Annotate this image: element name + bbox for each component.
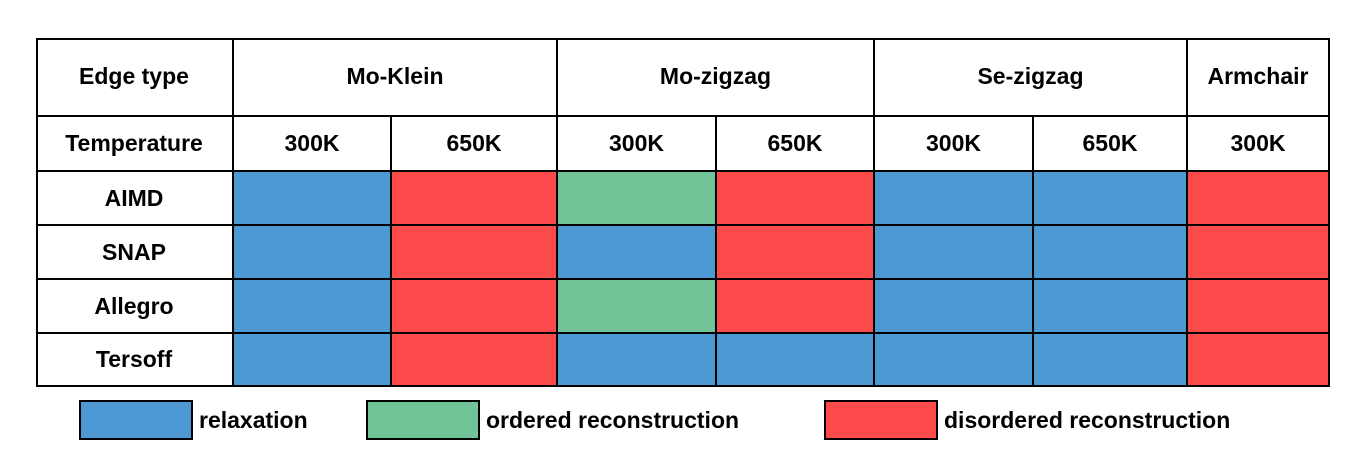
results-table: Edge type Mo-Klein Mo-zigzag Se-zigzag Armch…: [36, 38, 1330, 387]
temperature-cell: 650K: [717, 117, 875, 172]
temperature-cell: 300K: [875, 117, 1034, 172]
result-cell-relaxation: [234, 226, 392, 280]
result-cell-disordered: [717, 226, 875, 280]
legend-item-ordered: ordered reconstruction: [366, 399, 739, 441]
temperature-cell: 650K: [1034, 117, 1188, 172]
result-cell-disordered: [392, 172, 558, 226]
temperature-cell: 300K: [234, 117, 392, 172]
result-cell-disordered: [717, 172, 875, 226]
legend-swatch-ordered: [366, 400, 480, 440]
method-label: Tersoff: [36, 334, 234, 387]
temperature-header: Temperature: [36, 117, 234, 172]
temperature-cell: 300K: [558, 117, 717, 172]
legend-label-relaxation: relaxation: [199, 406, 308, 433]
result-cell-disordered: [1188, 172, 1330, 226]
result-cell-disordered: [1188, 334, 1330, 387]
result-cell-relaxation: [234, 280, 392, 334]
legend-swatch-relaxation: [79, 400, 193, 440]
result-cell-disordered: [1188, 226, 1330, 280]
legend-label-ordered: ordered reconstruction: [486, 406, 740, 433]
result-cell-disordered: [717, 280, 875, 334]
method-label: Allegro: [36, 280, 234, 334]
result-cell-relaxation: [1034, 172, 1188, 226]
legend-label-disordered: disordered reconstruction: [944, 406, 1231, 433]
result-cell-relaxation: [875, 226, 1034, 280]
legend-item-disordered: disordered reconstruction: [824, 399, 1230, 441]
result-cell-relaxation: [875, 334, 1034, 387]
result-cell-disordered: [392, 280, 558, 334]
result-cell-relaxation: [234, 334, 392, 387]
result-cell-ordered: [558, 280, 717, 334]
edge-group-header: Armchair: [1188, 38, 1330, 117]
result-cell-relaxation: [558, 226, 717, 280]
method-label: SNAP: [36, 226, 234, 280]
method-label: AIMD: [36, 172, 234, 226]
edge-group-header: Mo-Klein: [234, 38, 558, 117]
legend-item-relaxation: relaxation: [79, 399, 308, 441]
result-cell-relaxation: [1034, 280, 1188, 334]
result-cell-relaxation: [875, 280, 1034, 334]
result-cell-relaxation: [717, 334, 875, 387]
result-cell-relaxation: [1034, 226, 1188, 280]
temperature-cell: 300K: [1188, 117, 1330, 172]
result-cell-ordered: [558, 172, 717, 226]
result-cell-disordered: [1188, 280, 1330, 334]
result-cell-disordered: [392, 226, 558, 280]
edge-type-header: Edge type: [36, 38, 234, 117]
result-cell-relaxation: [234, 172, 392, 226]
result-cell-relaxation: [1034, 334, 1188, 387]
legend-swatch-disordered: [824, 400, 938, 440]
edge-group-header: Mo-zigzag: [558, 38, 875, 117]
edge-group-header: Se-zigzag: [875, 38, 1188, 117]
temperature-cell: 650K: [392, 117, 558, 172]
result-cell-relaxation: [558, 334, 717, 387]
result-cell-relaxation: [875, 172, 1034, 226]
result-cell-disordered: [392, 334, 558, 387]
